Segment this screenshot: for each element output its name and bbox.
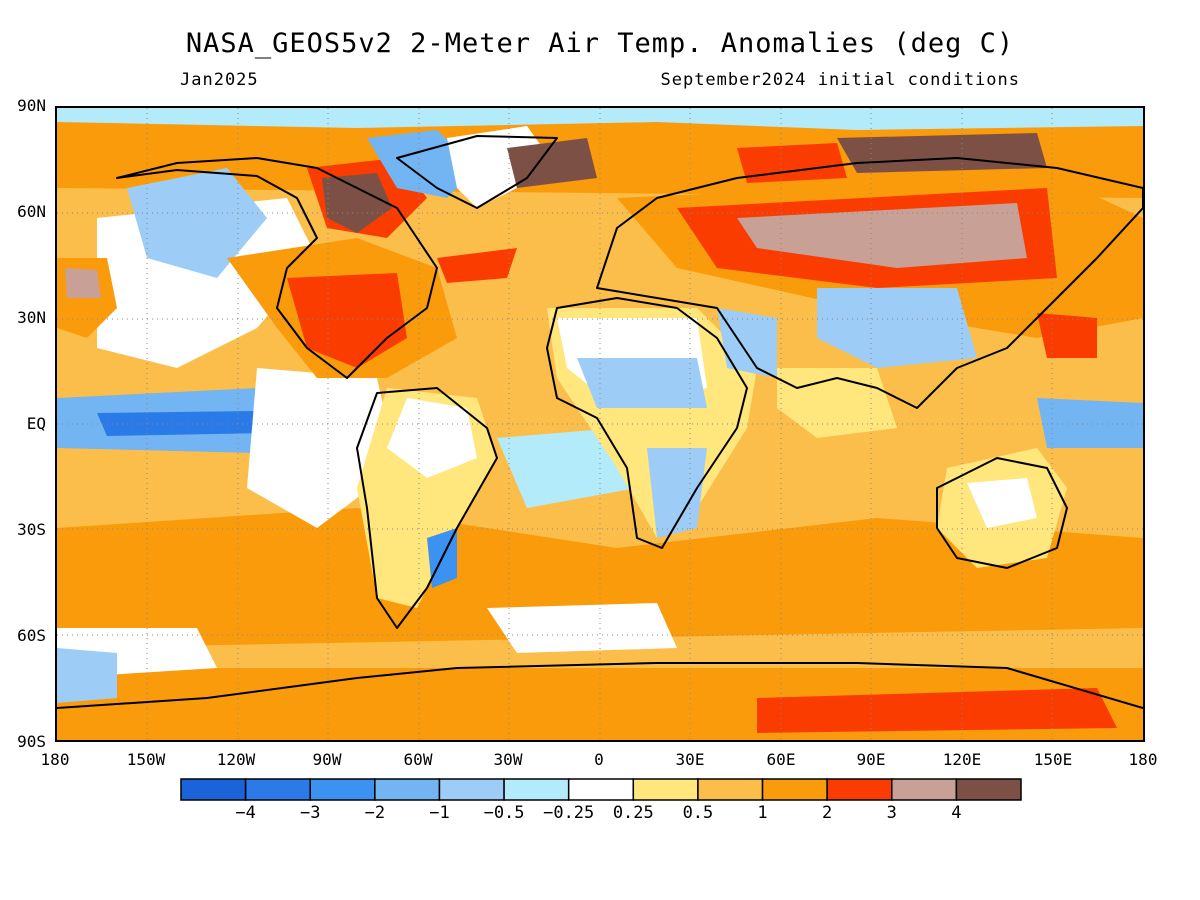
africa-coast bbox=[546, 297, 748, 549]
anomaly-map bbox=[55, 106, 1145, 742]
lat-label-60s: 60S bbox=[17, 626, 46, 645]
antarctic-anomaly-region bbox=[757, 688, 1117, 733]
colorbar-swatch bbox=[244, 778, 311, 801]
south-america-coast bbox=[356, 387, 498, 629]
colorbar-tick-label: −4 bbox=[235, 803, 256, 823]
colorbar-tick-label: 1 bbox=[757, 803, 768, 823]
siberia-anomaly-region bbox=[837, 133, 1047, 173]
colorbar-tick-label: 3 bbox=[886, 803, 897, 823]
lon-label-0: 0 bbox=[594, 750, 604, 769]
siberia-very-hot bbox=[737, 203, 1027, 268]
eurasia-coast bbox=[596, 157, 1143, 409]
lat-label-90s: 90S bbox=[17, 732, 46, 751]
lat-label-30s: 30S bbox=[17, 520, 46, 539]
lon-label-120e: 120E bbox=[942, 750, 982, 769]
colorbar-tick-label: 4 bbox=[951, 803, 962, 823]
map-canvas bbox=[57, 108, 1143, 740]
ross-sea-cool bbox=[57, 648, 117, 703]
colorbar-swatches bbox=[180, 778, 1022, 801]
lon-label-150e: 150E bbox=[1033, 750, 1073, 769]
lon-label-30e: 30E bbox=[675, 750, 705, 769]
alaska-cool bbox=[127, 168, 267, 278]
north-america-coast bbox=[116, 157, 438, 379]
lon-label-60w: 60W bbox=[403, 750, 433, 769]
japan-warm-spot bbox=[1037, 313, 1097, 358]
colorbar-swatch bbox=[761, 778, 828, 801]
greenland-coast bbox=[396, 135, 558, 209]
lat-label-30n: 30N bbox=[17, 308, 46, 327]
colorbar-swatch bbox=[374, 778, 441, 801]
lon-label-90e: 90E bbox=[856, 750, 886, 769]
colorbar-tick-label: 2 bbox=[822, 803, 833, 823]
arabia-cool bbox=[717, 308, 777, 378]
lon-label-60e: 60E bbox=[766, 750, 796, 769]
colorbar-tick-label: 0.25 bbox=[612, 803, 654, 823]
southern-africa-cool bbox=[647, 448, 707, 538]
forecast-month: Jan2025 bbox=[180, 70, 259, 90]
colorbar-swatch bbox=[632, 778, 699, 801]
lat-label-eq: EQ bbox=[26, 414, 46, 433]
north-russia-warm bbox=[737, 143, 847, 183]
plot-title: NASA_GEOS5v2 2-Meter Air Temp. Anomalies… bbox=[185, 28, 1015, 59]
colorbar-tick-label: −0.5 bbox=[483, 803, 525, 823]
colorbar bbox=[180, 778, 1022, 801]
australia-neutral bbox=[967, 478, 1037, 528]
map-gridlines bbox=[57, 108, 1143, 740]
north-america-warm-region bbox=[287, 273, 407, 368]
west-pacific-cool bbox=[1037, 398, 1143, 448]
south-atlantic-neutral bbox=[487, 603, 677, 653]
colorbar-swatch bbox=[180, 778, 247, 801]
colorbar-tick-label: 0.5 bbox=[682, 803, 714, 823]
colorbar-tick-label: −1 bbox=[429, 803, 450, 823]
central-pacific-hot-spot bbox=[65, 268, 101, 298]
lon-label-30w: 30W bbox=[493, 750, 523, 769]
australia-coast bbox=[936, 457, 1068, 569]
antarctica-coast bbox=[57, 662, 1143, 709]
initial-conditions-label: September2024 initial conditions bbox=[660, 70, 1020, 90]
colorbar-swatch bbox=[503, 778, 570, 801]
lon-label-120w: 120W bbox=[216, 750, 256, 769]
lon-label-180w: 180 bbox=[40, 750, 70, 769]
colorbar-swatch bbox=[955, 778, 1022, 801]
colorbar-tick-label: −3 bbox=[299, 803, 321, 823]
lon-label-150w: 150W bbox=[126, 750, 166, 769]
canadian-arctic-anomaly-region bbox=[322, 173, 392, 233]
colorbar-swatch bbox=[697, 778, 764, 801]
coastlines bbox=[57, 135, 1143, 709]
lat-label-90n: 90N bbox=[17, 96, 46, 115]
tibet-cool bbox=[817, 288, 977, 368]
lon-label-180e: 180 bbox=[1128, 750, 1158, 769]
colorbar-swatch bbox=[438, 778, 505, 801]
lon-label-90w: 90W bbox=[312, 750, 342, 769]
amazon-neutral bbox=[387, 398, 477, 478]
colorbar-swatch bbox=[567, 778, 635, 801]
colorbar-tick-label: −0.25 bbox=[543, 803, 595, 823]
colorbar-swatch bbox=[826, 778, 893, 801]
colorbar-swatch bbox=[891, 778, 958, 801]
north-atlantic-warm-spot bbox=[437, 248, 517, 283]
colorbar-tick-label: −2 bbox=[364, 803, 386, 823]
tropical-atlantic-cool bbox=[497, 428, 637, 508]
sahel-cool bbox=[577, 358, 707, 408]
colorbar-swatch bbox=[309, 778, 376, 801]
lat-label-60n: 60N bbox=[17, 202, 46, 221]
